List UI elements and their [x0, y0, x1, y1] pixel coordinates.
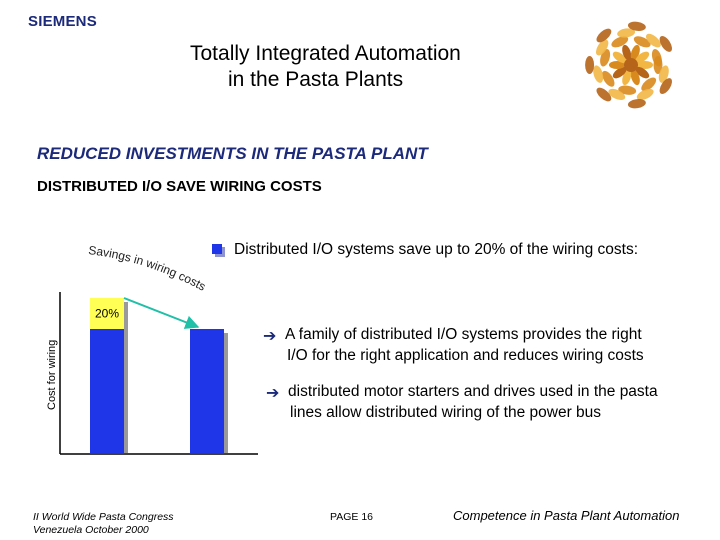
bar-2 [190, 329, 224, 453]
siemens-logo-text: SIEMENS [28, 13, 97, 30]
bar-1-savings-segment [90, 298, 124, 329]
wiring-cost-chart: Savings in wiring costs Cost for wiring … [46, 243, 258, 455]
footer-tagline: Competence in Pasta Plant Automation [453, 508, 680, 523]
savings-percent-label: 20% [95, 307, 119, 321]
section-subheading: DISTRIBUTED I/O SAVE WIRING COSTS [37, 178, 322, 195]
arrow-right-icon: ➔ [263, 328, 277, 345]
arrow-right-icon: ➔ [266, 385, 280, 402]
slide-title-line1: Totally Integrated Automation [190, 42, 461, 65]
bullet-item-1-line1: A family of distributed I/O systems prov… [285, 326, 642, 343]
square-bullet-icon [212, 244, 225, 257]
slide-title-line2: in the Pasta Plants [228, 68, 404, 91]
savings-trend-arrow [123, 297, 200, 329]
main-point-text: Distributed I/O systems save up to 20% o… [234, 241, 639, 258]
page-number: PAGE 16 [330, 511, 373, 523]
footer-location-date: Venezuela October 2000 [33, 524, 149, 536]
bullet-item-1-line2: I/O for the right application and reduce… [287, 347, 644, 364]
y-axis-label: Cost for wiring [46, 340, 58, 410]
bullet-item-2-line2: lines allow distributed wiring of the po… [290, 404, 602, 421]
pasta-fusilli-icon [585, 21, 672, 109]
bullet-item-2-line1: distributed motor starters and drives us… [288, 383, 658, 400]
savings-arc-label: Savings in wiring costs [88, 243, 208, 294]
section-heading: REDUCED INVESTMENTS IN THE PASTA PLANT [37, 144, 428, 163]
footer-congress: II World Wide Pasta Congress [33, 511, 174, 523]
